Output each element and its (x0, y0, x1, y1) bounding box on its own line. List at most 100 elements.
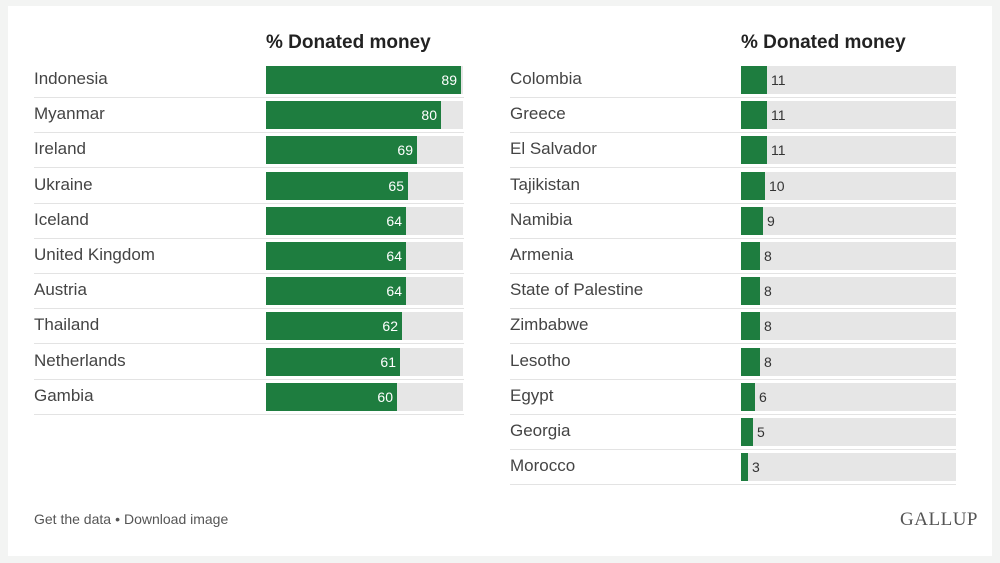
category-label: United Kingdom (34, 245, 155, 264)
row-divider (34, 273, 464, 274)
category-label: Tajikistan (510, 174, 580, 194)
bar-track: 8 (741, 312, 956, 341)
category-label: Armenia (510, 245, 574, 264)
bar-track: 8 (741, 277, 956, 306)
bar (741, 136, 767, 165)
category-label: Myanmar (34, 104, 105, 124)
bar-track: 11 (741, 66, 956, 94)
row-divider (510, 167, 956, 169)
footer: Get the data • Download image (34, 511, 228, 527)
bar (741, 453, 748, 482)
row-divider (510, 97, 956, 98)
data-label: 60 (377, 388, 393, 405)
bar (266, 312, 402, 341)
data-label: 9 (767, 212, 775, 229)
category-label: Greece (510, 104, 566, 124)
row-divider (510, 308, 956, 310)
footer-separator: • (115, 511, 120, 527)
data-label: 10 (769, 177, 785, 194)
bar-track: 64 (266, 242, 463, 270)
bar (741, 418, 753, 446)
bar-track: 3 (741, 453, 956, 482)
data-label: 61 (380, 353, 396, 370)
download-image-link[interactable]: Download image (123, 511, 229, 527)
bar-track: 8 (741, 242, 956, 270)
bar-track: 6 (741, 382, 956, 411)
category-label: Lesotho (510, 350, 571, 370)
data-label: 11 (771, 72, 786, 88)
bar (266, 382, 397, 411)
data-label: 8 (764, 318, 772, 335)
category-label: Morocco (510, 456, 576, 476)
category-label: Ukraine (34, 174, 93, 194)
data-label: 64 (386, 212, 402, 229)
row-divider (510, 343, 956, 345)
bar (741, 242, 760, 270)
row-divider (510, 237, 956, 239)
category-label: Georgia (510, 421, 571, 440)
row-divider (510, 449, 956, 450)
bar (266, 101, 441, 130)
row-divider (34, 308, 464, 310)
category-label: Iceland (34, 209, 89, 229)
data-label: 3 (752, 459, 760, 476)
bar (266, 66, 461, 94)
bar (741, 277, 760, 306)
bar (741, 347, 760, 376)
bar (266, 136, 417, 165)
bar (741, 171, 765, 200)
data-label: 80 (421, 107, 437, 124)
get-data-link[interactable]: Get the data (34, 511, 112, 527)
category-label: Netherlands (34, 350, 126, 370)
data-label: 11 (771, 142, 786, 159)
bar-track: 9 (741, 206, 956, 235)
bar-track: 5 (741, 418, 956, 446)
row-divider (34, 202, 464, 204)
data-label: 64 (386, 248, 402, 264)
bar-track: 80 (266, 101, 463, 130)
data-label: 69 (397, 142, 413, 159)
row-divider (34, 343, 464, 345)
bar-track: 89 (266, 66, 463, 94)
data-label: 5 (757, 424, 765, 440)
bar-track: 69 (266, 136, 463, 165)
category-label: State of Palestine (510, 280, 644, 300)
row-divider (34, 413, 464, 415)
data-label: 64 (386, 283, 402, 300)
bar-track: 8 (741, 347, 956, 376)
row-divider (510, 484, 956, 486)
bar (266, 206, 406, 235)
row-divider (34, 237, 464, 239)
row-divider (34, 378, 464, 380)
bar-track: 10 (741, 171, 956, 200)
row-divider (510, 132, 956, 134)
bar (266, 347, 400, 376)
category-label: Austria (34, 280, 87, 300)
category-label: Ireland (34, 139, 86, 159)
data-label: 89 (441, 72, 457, 88)
bar (741, 312, 760, 341)
bar (741, 206, 763, 235)
data-label: 6 (759, 388, 767, 405)
row-divider (510, 413, 956, 415)
bar (266, 171, 408, 200)
data-label: 11 (771, 107, 786, 124)
data-label: 8 (764, 353, 772, 370)
bar (266, 277, 406, 306)
category-label: El Salvador (510, 139, 597, 159)
chart-title: % Donated money (741, 32, 906, 53)
bar-track: 60 (266, 382, 463, 411)
bar (741, 382, 755, 411)
bar (266, 242, 406, 270)
bar-track: 64 (266, 206, 463, 235)
row-divider (510, 202, 956, 204)
category-label: Indonesia (34, 69, 108, 88)
data-label: 62 (382, 318, 398, 335)
chart-title: % Donated money (266, 32, 431, 53)
category-label: Egypt (510, 385, 554, 405)
category-label: Gambia (34, 385, 94, 405)
bar-track: 65 (266, 171, 463, 200)
data-label: 65 (388, 177, 404, 194)
category-label: Colombia (510, 69, 582, 88)
row-divider (34, 97, 464, 98)
